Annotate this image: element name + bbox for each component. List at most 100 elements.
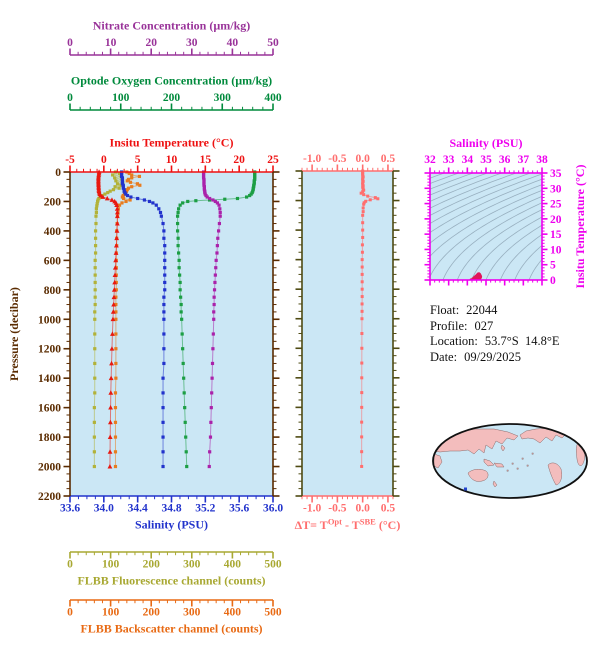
svg-text:37: 37 <box>518 154 530 166</box>
svg-text:400: 400 <box>224 559 242 571</box>
svg-text:300: 300 <box>214 92 232 104</box>
svg-text:0: 0 <box>550 275 556 287</box>
date-value: 09/29/2025 <box>464 349 522 364</box>
svg-text:35.2: 35.2 <box>195 503 215 515</box>
isopycnal-contours <box>430 173 542 280</box>
svg-text:400: 400 <box>224 607 242 619</box>
svg-text:0: 0 <box>67 37 73 49</box>
svg-text:1400: 1400 <box>38 373 61 385</box>
svg-text:0.0: 0.0 <box>355 153 370 165</box>
svg-text:-1.0: -1.0 <box>303 503 321 515</box>
location-line: Location: 53.7°S 14.8°E <box>430 334 560 350</box>
svg-text:Salinity (PSU): Salinity (PSU) <box>449 136 522 150</box>
svg-text:FLBB Fluorescence channel (cou: FLBB Fluorescence channel (counts) <box>77 574 265 588</box>
delta-t-panel: -1.0 -0.5 0.0 0.5 -1.0 -0.5 0.0 0.5 ΔT= TOpt - T… <box>295 153 401 532</box>
svg-text:Salinity (PSU): Salinity (PSU) <box>135 518 208 532</box>
svg-text:35: 35 <box>480 154 492 166</box>
svg-text:0: 0 <box>55 167 61 179</box>
svg-text:34.8: 34.8 <box>161 503 181 515</box>
svg-text:Insitu Temperature (°C): Insitu Temperature (°C) <box>573 165 587 289</box>
svg-text:0: 0 <box>101 154 107 166</box>
svg-text:10: 10 <box>105 37 117 49</box>
svg-text:0.0: 0.0 <box>355 503 370 515</box>
svg-text:1800: 1800 <box>38 432 61 444</box>
svg-text:33.6: 33.6 <box>60 503 80 515</box>
svg-text:100: 100 <box>112 92 130 104</box>
svg-text:15: 15 <box>200 154 212 166</box>
svg-text:-0.5: -0.5 <box>328 153 346 165</box>
svg-text:-0.5: -0.5 <box>328 503 346 515</box>
svg-text:0: 0 <box>67 559 73 571</box>
float-value: 22044 <box>466 303 498 317</box>
svg-text:10: 10 <box>166 154 178 166</box>
svg-text:30: 30 <box>186 37 198 49</box>
svg-text:500: 500 <box>264 607 282 619</box>
svg-text:10: 10 <box>550 244 562 256</box>
location-value: 53.7°S 14.8°E <box>484 334 560 349</box>
svg-text:0.5: 0.5 <box>381 153 396 165</box>
svg-text:35.6: 35.6 <box>229 503 249 515</box>
svg-text:1200: 1200 <box>38 344 61 356</box>
svg-text:38: 38 <box>536 154 548 166</box>
svg-text:15: 15 <box>550 229 562 241</box>
svg-text:2200: 2200 <box>38 491 61 503</box>
svg-text:Insitu Temperature (°C): Insitu Temperature (°C) <box>110 136 234 150</box>
svg-text:34.4: 34.4 <box>128 503 148 515</box>
svg-text:2000: 2000 <box>38 462 61 474</box>
svg-text:600: 600 <box>44 255 62 267</box>
svg-text:300: 300 <box>183 607 201 619</box>
float-metadata: Float: 22044 Profile: 027 Location: 53.7°S … <box>430 303 560 365</box>
svg-text:20: 20 <box>233 154 245 166</box>
svg-text:33: 33 <box>443 154 455 166</box>
world-map <box>432 423 588 499</box>
svg-text:1600: 1600 <box>38 403 61 415</box>
date-line: Date: 09/29/2025 <box>430 350 560 366</box>
svg-text:500: 500 <box>264 559 282 571</box>
float-label: Float: <box>430 303 460 317</box>
svg-text:200: 200 <box>44 196 62 208</box>
float-location-marker <box>464 487 467 491</box>
svg-text:100: 100 <box>102 607 120 619</box>
svg-text:36: 36 <box>499 154 511 166</box>
svg-text:300: 300 <box>183 559 201 571</box>
svg-text:0.5: 0.5 <box>381 503 396 515</box>
svg-text:ΔT= TOpt - TSBE (°C): ΔT= TOpt - TSBE (°C) <box>295 517 401 533</box>
svg-text:0: 0 <box>67 92 73 104</box>
svg-text:30: 30 <box>550 183 562 195</box>
svg-text:FLBB Backscatter channel (coun: FLBB Backscatter channel (counts) <box>80 622 262 636</box>
ts-diagram-panel: 32 33 34 35 36 37 38 Salinity (PSU) 0 5 10 15 20 25 30… <box>424 136 587 289</box>
svg-text:0: 0 <box>67 607 73 619</box>
svg-text:-5: -5 <box>65 154 75 166</box>
float-id-line: Float: 22044 <box>430 303 560 319</box>
svg-text:200: 200 <box>143 559 161 571</box>
svg-text:36.0: 36.0 <box>263 503 283 515</box>
profile-number-line: Profile: 027 <box>430 319 560 335</box>
svg-text:20: 20 <box>145 37 157 49</box>
svg-text:Nitrate Concentration (µm/kg): Nitrate Concentration (µm/kg) <box>93 19 251 33</box>
svg-text:20: 20 <box>550 214 562 226</box>
date-label: Date: <box>430 349 458 364</box>
svg-text:34.0: 34.0 <box>94 503 114 515</box>
svg-text:-1.0: -1.0 <box>303 153 321 165</box>
svg-text:400: 400 <box>264 92 282 104</box>
location-label: Location: <box>430 334 478 349</box>
svg-text:100: 100 <box>102 559 120 571</box>
svg-text:50: 50 <box>267 37 279 49</box>
svg-text:1000: 1000 <box>38 314 61 326</box>
profile-label: Profile: <box>430 318 468 333</box>
svg-text:800: 800 <box>44 285 62 297</box>
svg-text:40: 40 <box>227 37 239 49</box>
svg-text:25: 25 <box>550 199 562 211</box>
svg-text:400: 400 <box>44 226 62 238</box>
profile-value: 027 <box>474 318 494 333</box>
svg-text:35: 35 <box>550 168 562 180</box>
svg-text:5: 5 <box>135 154 141 166</box>
svg-text:Pressure (decibar): Pressure (decibar) <box>7 287 21 381</box>
svg-text:200: 200 <box>163 92 181 104</box>
svg-text:Optode Oxygen Concentration (µ: Optode Oxygen Concentration (µm/kg) <box>71 74 272 88</box>
svg-text:25: 25 <box>267 154 279 166</box>
svg-text:5: 5 <box>550 260 556 272</box>
